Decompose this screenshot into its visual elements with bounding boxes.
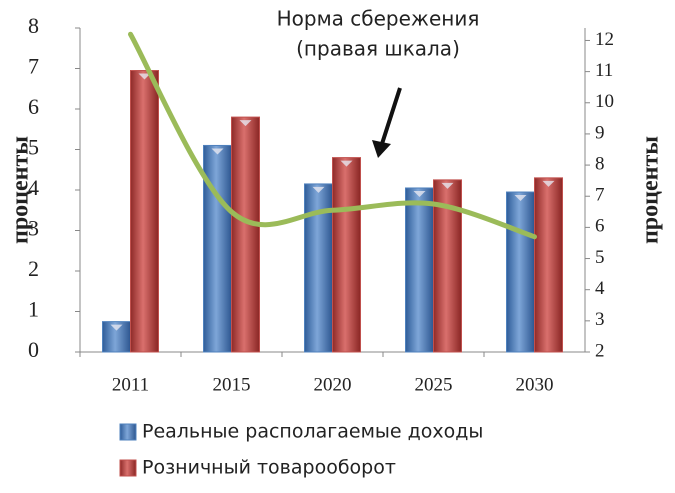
y-tick-label: 3 bbox=[28, 216, 39, 241]
y-tick-label: 7 bbox=[28, 54, 39, 79]
annotation: Норма сбережения bbox=[277, 7, 480, 31]
bar-cap bbox=[312, 186, 325, 193]
y2-tick-label: 10 bbox=[595, 91, 614, 112]
y2-tick-label: 5 bbox=[595, 247, 605, 268]
arrow bbox=[378, 87, 402, 151]
y-axis-title: проценты bbox=[8, 136, 34, 244]
y-tick-label: 2 bbox=[28, 256, 39, 281]
legend-label: Розничный товарооборот bbox=[142, 457, 396, 479]
y2-tick-label: 6 bbox=[595, 216, 605, 237]
legend-swatch bbox=[119, 423, 137, 441]
y-tick-label: 1 bbox=[28, 297, 39, 322]
legend-swatch bbox=[119, 459, 137, 477]
bar-cap bbox=[239, 120, 252, 127]
y-tick-label: 5 bbox=[28, 135, 39, 160]
bar-cap bbox=[441, 182, 454, 189]
x-tick-label: 2011 bbox=[112, 374, 149, 395]
x-tick-label: 2025 bbox=[415, 374, 453, 395]
y2-tick-label: 9 bbox=[595, 122, 605, 143]
bar bbox=[332, 157, 361, 353]
bar bbox=[231, 116, 260, 353]
bar-cap bbox=[340, 160, 353, 167]
bar-cap bbox=[413, 190, 426, 197]
y2-tick-label: 4 bbox=[595, 278, 605, 299]
bar bbox=[203, 144, 232, 353]
bar-cap bbox=[110, 324, 123, 331]
bar bbox=[405, 187, 434, 353]
bar-cap bbox=[138, 73, 151, 80]
bar-cap bbox=[211, 148, 224, 155]
annotation: (правая шкала) bbox=[296, 37, 460, 61]
x-tick-label: 2020 bbox=[314, 374, 352, 395]
x-tick-label: 2030 bbox=[516, 374, 554, 395]
bar-cap bbox=[514, 195, 527, 202]
y2-tick-label: 8 bbox=[595, 153, 605, 174]
y2-tick-label: 11 bbox=[595, 60, 613, 81]
y2-tick-label: 2 bbox=[595, 340, 605, 361]
line bbox=[128, 31, 537, 240]
y-tick-label: 6 bbox=[28, 94, 39, 119]
bar bbox=[130, 70, 159, 353]
y2-tick-label: 3 bbox=[595, 309, 605, 330]
legend-label: Реальные располагаемые доходы bbox=[142, 421, 483, 443]
y2-axis-title: проценты bbox=[638, 136, 664, 244]
y2-tick-label: 12 bbox=[595, 29, 614, 50]
y-tick-label: 4 bbox=[28, 175, 39, 200]
x-tick-label: 2015 bbox=[213, 374, 251, 395]
bar-cap bbox=[542, 180, 555, 187]
bar bbox=[534, 177, 563, 353]
bar bbox=[506, 191, 535, 353]
y-tick-label: 8 bbox=[28, 13, 39, 38]
arrow-head bbox=[372, 140, 391, 158]
y-tick-label: 0 bbox=[28, 337, 39, 362]
y2-tick-label: 7 bbox=[595, 185, 605, 206]
